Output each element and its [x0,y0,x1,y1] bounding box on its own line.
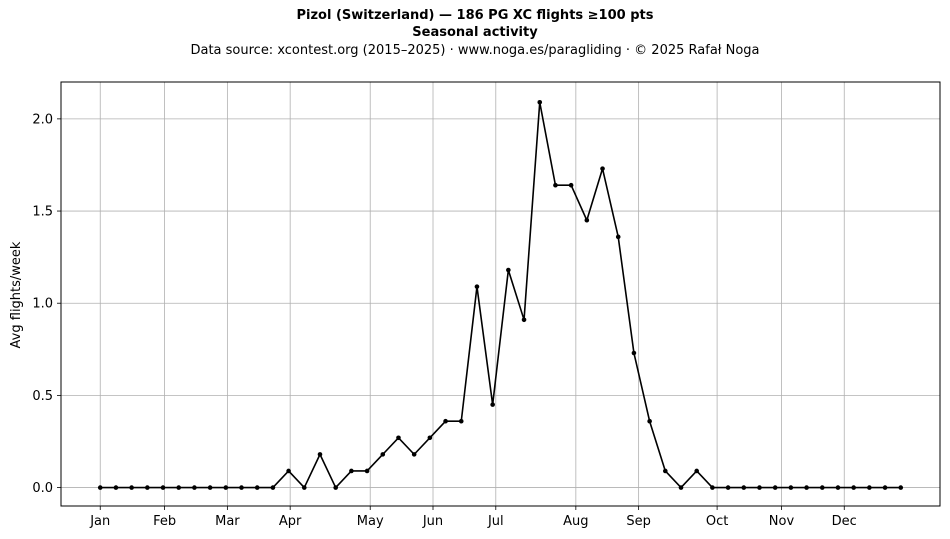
y-tick-label: 0.0 [32,481,53,496]
data-point [176,485,182,490]
x-tick-label: Mar [215,514,240,529]
data-point [757,485,762,490]
data-point [867,485,872,490]
data-point [333,485,338,490]
chart-source-note: Data source: xcontest.org (2015–2025) · … [190,43,760,58]
data-point [239,485,244,490]
x-tick-label: Jun [422,514,443,529]
x-tick-label: Feb [153,514,176,529]
data-point [490,402,495,407]
x-tick-label: Jan [89,514,110,529]
data-point [678,485,684,490]
chart-subtitle: Seasonal activity [412,25,538,40]
x-tick-label: Apr [279,514,302,529]
x-tick-label: Dec [832,514,857,529]
data-point [396,435,401,441]
data-point [741,485,747,490]
chart-title: Pizol (Switzerland) — 186 PG XC flights … [296,8,654,23]
data-point [254,485,260,490]
data-point [223,485,229,490]
data-point [443,418,448,424]
data-point [615,234,621,240]
data-point [301,485,307,490]
data-point [851,485,856,490]
x-tick-label: Aug [563,514,588,529]
axes [57,81,941,510]
grid-lines [61,82,940,506]
data-point [804,485,809,490]
data-point [458,418,464,424]
data-point [270,485,276,490]
data-point [882,485,888,490]
data-point [427,435,433,441]
data-point [568,182,574,188]
data-point [411,452,417,457]
data-point [506,267,511,273]
data-point [380,452,386,457]
x-tick-label: Sep [626,514,651,529]
x-tick-label: Jul [487,514,504,529]
y-tick-label: 2.0 [32,112,53,127]
tick-labels: Jan Feb Mar Apr May Jun Jul Aug Sep Oct Nov Dec 0.0 0… [32,112,857,529]
y-tick-label: 1.0 [32,297,53,312]
series-layer [97,99,904,490]
data-point [898,485,904,490]
data-point [364,468,370,474]
data-point [160,485,166,490]
data-point [129,485,134,490]
data-point [663,468,668,474]
data-point [145,485,150,490]
data-point [474,284,480,289]
data-point [97,485,103,490]
data-point [317,452,323,457]
y-axis-label: Avg flights/week [9,241,24,348]
data-point [286,468,291,474]
data-point [788,485,794,490]
data-point [349,468,354,474]
x-tick-label: May [357,514,384,529]
data-point [113,485,119,490]
data-point [647,418,652,424]
x-tick-label: Oct [706,514,728,529]
plot-frame [60,81,941,507]
series-line [100,101,901,489]
x-tick-label: Nov [769,514,795,529]
data-point [819,485,825,490]
data-point [600,166,605,171]
data-point [725,485,731,490]
data-point [537,99,543,105]
data-point [521,317,527,323]
data-point [835,485,841,490]
data-point [772,485,778,490]
data-point [584,217,590,223]
data-point [207,485,213,490]
y-tick-label: 0.5 [32,389,53,404]
data-point [694,468,700,474]
data-point [192,485,197,490]
data-point [631,350,637,356]
data-point [710,485,715,490]
y-tick-label: 1.5 [32,205,53,220]
data-point [553,182,558,188]
